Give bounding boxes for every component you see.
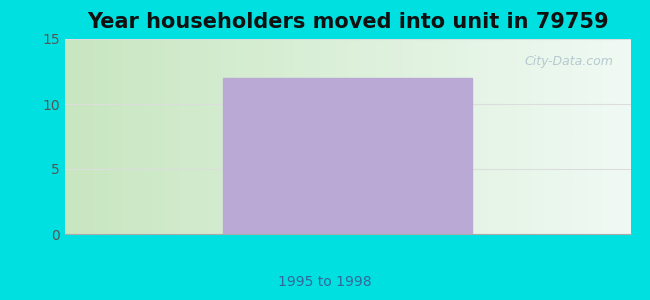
Text: 1995 to 1998: 1995 to 1998 [278,275,372,289]
Title: Year householders moved into unit in 79759: Year householders moved into unit in 797… [87,12,608,32]
Text: City-Data.com: City-Data.com [525,55,614,68]
Bar [224,78,472,234]
